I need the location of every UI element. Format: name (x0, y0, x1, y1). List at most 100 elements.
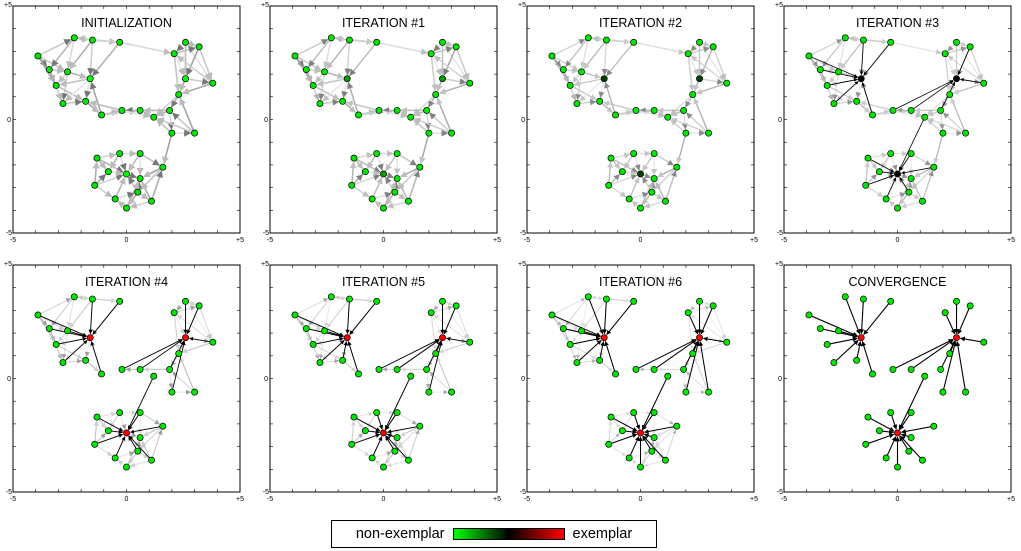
axis-ticks (12, 5, 241, 234)
data-point (907, 150, 915, 157)
data-point (618, 427, 626, 435)
data-point (361, 168, 369, 176)
y-tick-min: -5 (6, 489, 12, 496)
data-point (905, 188, 913, 196)
data-point (650, 106, 658, 114)
data-point (939, 388, 947, 396)
assignment-edge (347, 341, 359, 375)
data-point (423, 106, 431, 114)
panel-frame (269, 264, 498, 493)
edge (431, 305, 453, 314)
data-point (448, 129, 456, 137)
y-tick-max: +5 (518, 2, 526, 9)
exemplar-point (182, 75, 189, 83)
data-point (346, 36, 353, 44)
data-point (875, 427, 883, 435)
assignment-edge (608, 433, 638, 445)
edge (419, 132, 430, 164)
edge (569, 344, 597, 359)
data-point (452, 43, 460, 51)
data-point (150, 113, 158, 121)
edge (88, 100, 123, 112)
edge (573, 77, 605, 87)
y-tick-min: -5 (6, 230, 12, 237)
assignment-edge (345, 299, 350, 335)
data-point (823, 341, 831, 348)
edge (143, 425, 164, 437)
panel-title: ITERATION #5 (342, 275, 425, 289)
y-tick-min: -5 (777, 230, 783, 237)
data-point (907, 106, 915, 114)
edge (864, 161, 871, 186)
edge (655, 440, 666, 461)
edge (693, 356, 710, 393)
edge (326, 298, 350, 329)
data-point (882, 195, 890, 203)
edge (712, 305, 726, 339)
x-tick-min: -5 (267, 496, 273, 503)
assignment-edge (606, 300, 635, 335)
edge (294, 38, 329, 57)
x-tick-min: -5 (781, 496, 787, 503)
data-point (862, 440, 870, 448)
edge (114, 176, 126, 200)
data-point (175, 91, 183, 98)
assignment-edge (635, 338, 697, 370)
data-point (175, 350, 183, 357)
data-point (605, 181, 613, 189)
data-point (723, 79, 731, 87)
data-point (907, 409, 915, 416)
edge (950, 97, 967, 134)
data-point (166, 106, 174, 114)
edge (77, 295, 120, 302)
assignment-edge (942, 341, 957, 393)
edge (92, 41, 121, 77)
data-point (853, 356, 861, 364)
exemplar-point (123, 429, 130, 437)
exemplar-point (439, 334, 446, 342)
assignment-edge (885, 177, 897, 200)
edge (51, 296, 75, 326)
data-point (662, 456, 669, 464)
data-point (439, 297, 446, 305)
data-point (339, 97, 347, 105)
data-point (930, 163, 938, 171)
assignment-edge (88, 299, 93, 335)
assignment-edge (378, 338, 440, 370)
y-tick-max: +5 (4, 261, 12, 268)
data-point (136, 150, 144, 157)
edge (129, 459, 152, 468)
data-point (596, 356, 604, 364)
edge (580, 296, 589, 328)
panel-title: ITERATION #1 (342, 16, 425, 30)
edge (442, 77, 467, 85)
edge (676, 132, 687, 164)
edge (633, 41, 685, 55)
data-point (368, 195, 376, 203)
assignment-edge (653, 339, 697, 370)
assignment-edge (859, 299, 865, 335)
x-tick-min: -5 (267, 237, 273, 244)
data-point (118, 365, 126, 373)
data-point (373, 409, 381, 416)
panel-title: ITERATION #4 (85, 275, 168, 289)
edge (121, 109, 151, 119)
assignment-edge (396, 339, 440, 370)
data-point (705, 129, 713, 137)
edge (172, 112, 196, 134)
edge (606, 41, 635, 77)
edge (198, 46, 213, 81)
data-points (34, 34, 217, 212)
edge (969, 46, 984, 80)
edge (69, 39, 94, 70)
data-point (93, 413, 101, 421)
edge (65, 78, 91, 102)
data-point (830, 100, 838, 108)
edge (349, 41, 378, 77)
edge (400, 425, 421, 437)
assignment-edge (628, 436, 640, 459)
data-point (962, 388, 970, 396)
data-point (648, 447, 656, 455)
edge (430, 312, 442, 335)
x-tick-max: +5 (1007, 237, 1015, 244)
